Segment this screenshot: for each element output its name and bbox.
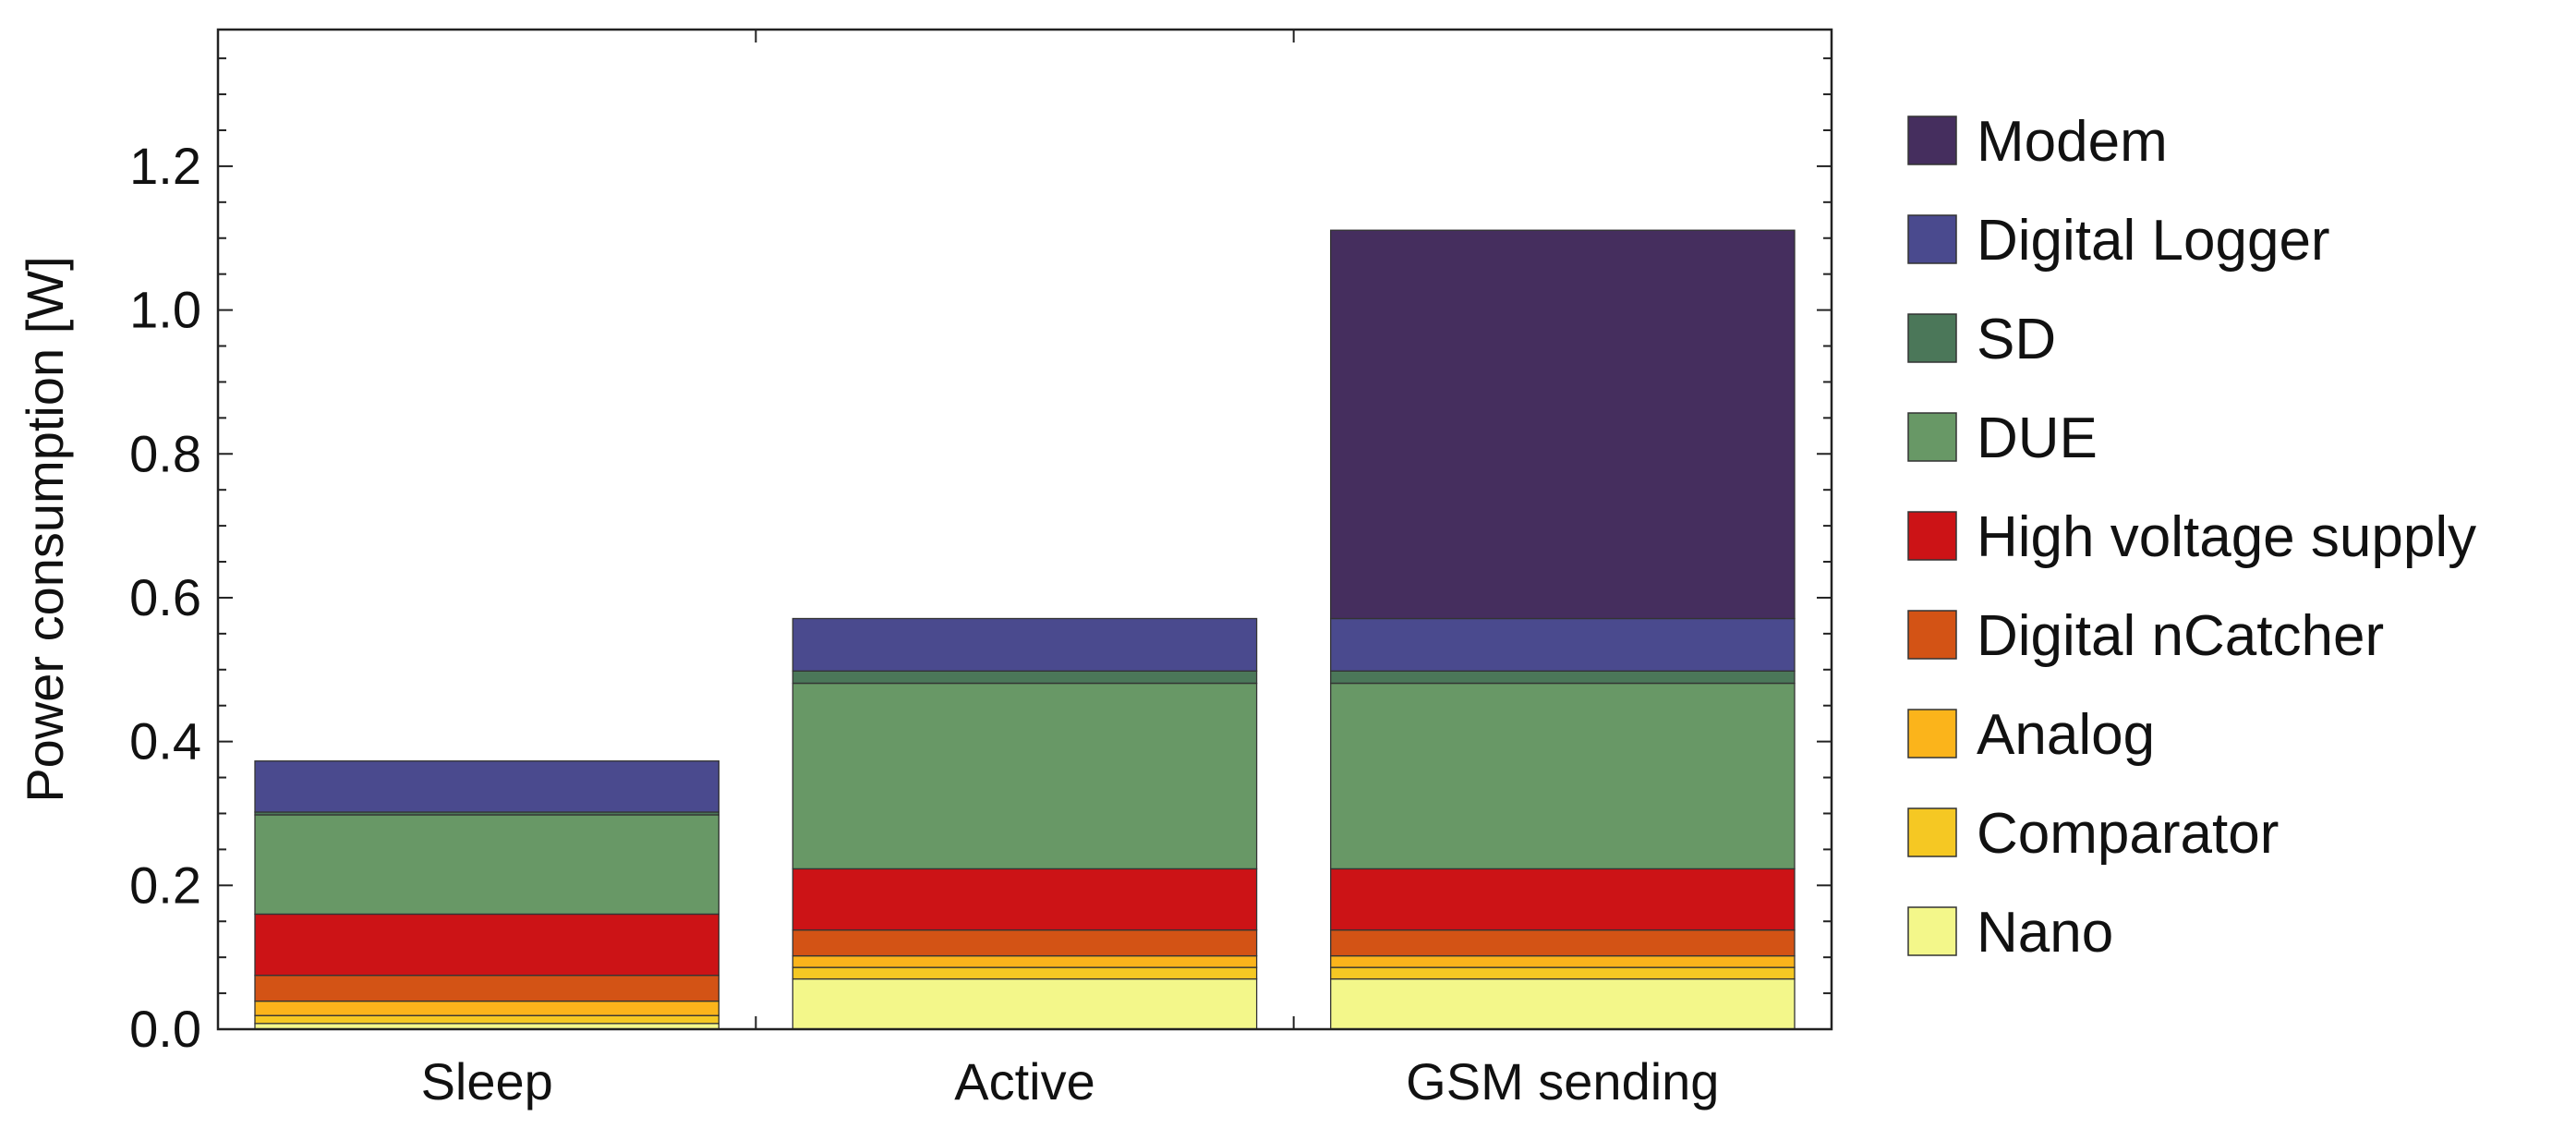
legend-label: Comparator — [1977, 802, 2279, 866]
bar-segment-comparator-2 — [1330, 966, 1796, 980]
bar-segment-nano-1 — [792, 977, 1258, 1030]
bar-segments — [254, 229, 1796, 1030]
bar-segment-due-1 — [792, 682, 1258, 870]
bar-segment-analog-1 — [792, 954, 1258, 968]
bar-segment-high-voltage-supply-0 — [254, 913, 720, 977]
legend: Modem Digital Logger SD DUE High voltage sup… — [1907, 110, 2476, 965]
bar-segment-digital-ncatcher-2 — [1330, 929, 1796, 957]
legend-label: SD — [1977, 308, 2056, 371]
x-category-label: Sleep — [421, 1052, 553, 1111]
y-axis-title: Power consumption [W] — [16, 256, 74, 802]
bar-segment-due-2 — [1330, 682, 1796, 870]
y-tick-label: 0.6 — [129, 568, 201, 626]
bar-segment-due-0 — [254, 814, 720, 916]
legend-label: DUE — [1977, 407, 2098, 470]
bar-segment-comparator-1 — [792, 966, 1258, 980]
x-category-labels: Sleep Active GSM sending — [421, 1052, 1720, 1111]
bar-segment-analog-2 — [1330, 954, 1796, 968]
y-tick-label: 0.0 — [129, 1000, 201, 1058]
bar-segment-nano-2 — [1330, 977, 1796, 1030]
axis-ticks — [218, 30, 1832, 1030]
legend-swatch — [1907, 412, 1957, 462]
legend-swatch — [1907, 313, 1957, 363]
legend-swatch — [1907, 906, 1957, 956]
legend-label: Nano — [1977, 901, 2113, 965]
plot-frame — [216, 28, 1833, 1031]
legend-label: Digital Logger — [1977, 209, 2330, 273]
bar-segment-high-voltage-supply-1 — [792, 868, 1258, 931]
legend-swatch — [1907, 115, 1957, 165]
y-tick-label: 1.0 — [129, 281, 201, 339]
legend-swatch — [1907, 214, 1957, 264]
x-category-label: GSM sending — [1406, 1052, 1719, 1111]
bar-segment-digital-logger-0 — [254, 760, 720, 813]
legend-label: Digital nCatcher — [1977, 604, 2384, 668]
bar-segment-modem-2 — [1330, 229, 1796, 620]
legend-swatch — [1907, 709, 1957, 759]
bar-segment-digital-ncatcher-1 — [792, 929, 1258, 957]
bar-segment-digital-logger-1 — [792, 617, 1258, 672]
legend-swatch — [1907, 807, 1957, 857]
bar-segment-digital-logger-2 — [1330, 617, 1796, 672]
legend-swatch — [1907, 511, 1957, 561]
y-tick-labels: 0.0 0.2 0.4 0.6 0.8 1.0 1.2 — [129, 137, 201, 1058]
y-tick-label: 0.4 — [129, 712, 201, 771]
legend-label: Modem — [1977, 110, 2168, 174]
bar-segment-high-voltage-supply-2 — [1330, 868, 1796, 931]
bar-segment-analog-0 — [254, 1000, 720, 1016]
x-category-label: Active — [954, 1052, 1095, 1111]
legend-label: High voltage supply — [1977, 505, 2476, 569]
legend-label: Analog — [1977, 703, 2155, 767]
bar-segment-sd-2 — [1330, 670, 1796, 685]
bar-segment-comparator-0 — [254, 1014, 720, 1025]
y-tick-label: 0.2 — [129, 856, 201, 914]
bar-segment-digital-ncatcher-0 — [254, 974, 720, 1002]
y-tick-label: 1.2 — [129, 137, 201, 195]
y-tick-label: 0.8 — [129, 424, 201, 482]
legend-swatch — [1907, 610, 1957, 660]
bar-segment-sd-1 — [792, 670, 1258, 685]
